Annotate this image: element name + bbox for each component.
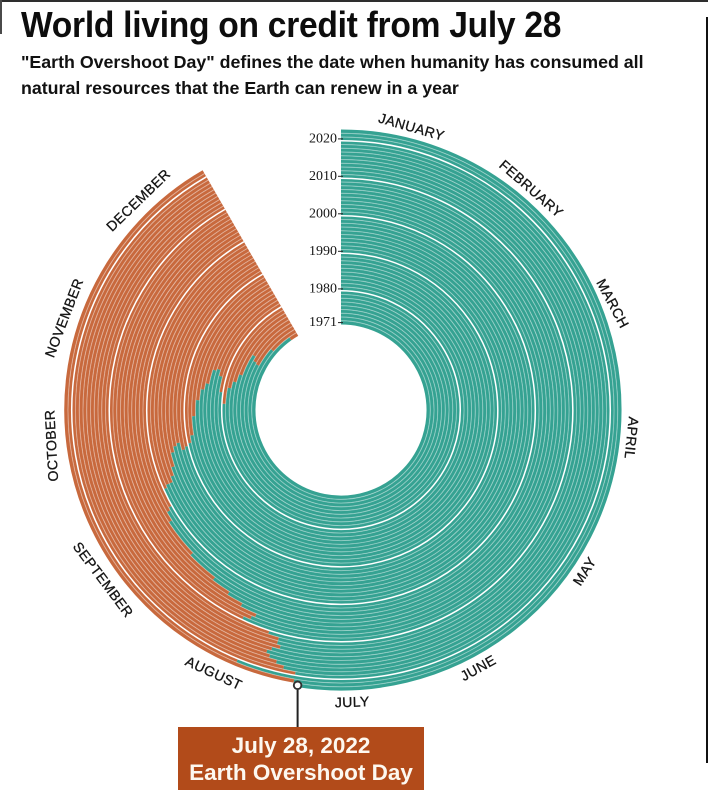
svg-text:2020: 2020	[309, 131, 337, 146]
svg-text:1980: 1980	[309, 281, 337, 296]
svg-text:2010: 2010	[309, 169, 337, 184]
svg-text:APRIL: APRIL	[622, 416, 642, 460]
svg-text:1990: 1990	[309, 244, 337, 259]
svg-text:JULY: JULY	[335, 693, 371, 710]
svg-text:2000: 2000	[309, 206, 337, 221]
svg-text:OCTOBER: OCTOBER	[41, 409, 61, 482]
svg-text:1971: 1971	[309, 315, 337, 330]
